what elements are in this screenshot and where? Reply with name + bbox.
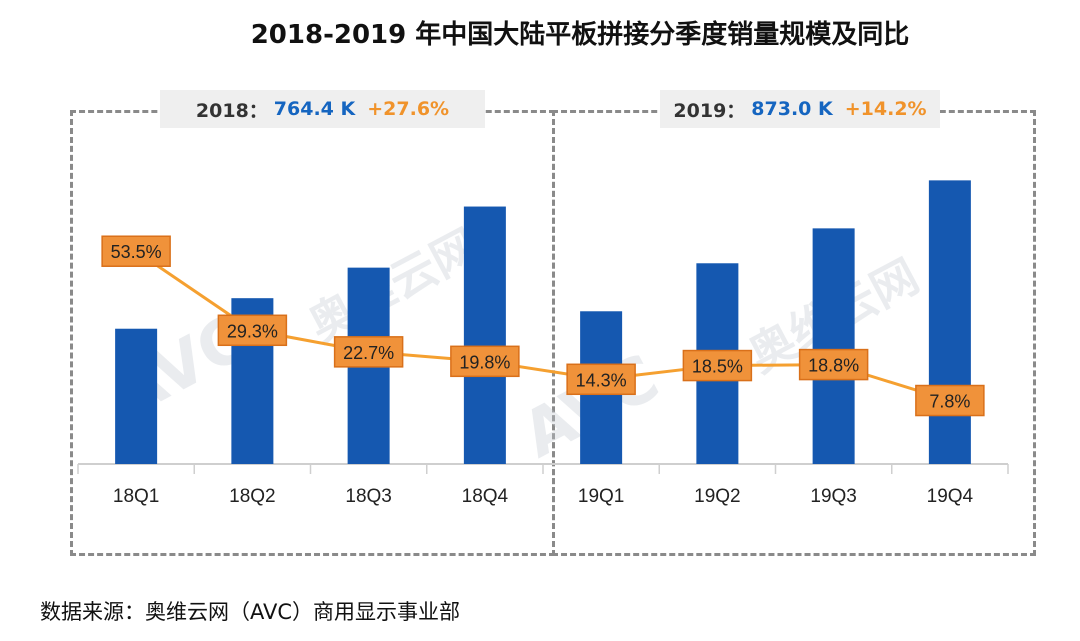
summary-2019-value: 873.0 K — [751, 98, 833, 120]
bar-19q3 — [812, 228, 855, 464]
growth-label: 18.8% — [808, 356, 859, 376]
summary-2018-growth: +27.6% — [367, 98, 450, 120]
growth-label: 18.5% — [692, 357, 743, 377]
growth-label: 14.3% — [576, 370, 627, 390]
growth-label-box — [682, 349, 753, 382]
bar-18q1 — [115, 328, 158, 464]
summary-2018: 2018： 764.4 K +27.6% — [160, 90, 485, 128]
growth-label-box — [915, 384, 985, 417]
summary-2019: 2019： 873.0 K +14.2% — [660, 90, 940, 128]
summary-2018-year: 2018： — [195, 99, 268, 122]
x-tick-label: 19Q4 — [927, 486, 974, 507]
growth-label-box — [101, 235, 171, 267]
growth-label-box — [450, 345, 520, 378]
growth-label-box — [566, 363, 636, 396]
bar-19q4 — [928, 180, 971, 464]
growth-label-box — [217, 314, 288, 347]
growth-label: 7.8% — [929, 392, 970, 412]
x-tick-label: 19Q1 — [578, 486, 624, 507]
growth-label: 53.5% — [111, 242, 162, 262]
growth-label-box — [333, 336, 404, 368]
x-tick-label: 19Q3 — [810, 486, 856, 507]
x-tick-label: 18Q1 — [113, 486, 159, 507]
summary-2019-growth: +14.2% — [844, 98, 927, 120]
bar-18q4 — [463, 206, 506, 464]
x-tick-label: 19Q2 — [694, 486, 740, 507]
x-tick-label: 18Q4 — [462, 486, 509, 507]
growth-label: 29.3% — [227, 321, 278, 341]
x-tick-label: 18Q3 — [345, 486, 391, 507]
summary-2018-value: 764.4 K — [273, 98, 356, 120]
source-note: 数据来源：奥维云网（AVC）商用显示事业部 — [40, 600, 461, 624]
chart-title: 2018-2019 年中国大陆平板拼接分季度销量规模及同比 — [250, 20, 910, 50]
summary-2019-year: 2019： — [673, 99, 746, 122]
x-tick-label: 18Q2 — [229, 486, 275, 507]
growth-label-box — [798, 348, 869, 381]
growth-label: 19.8% — [459, 352, 510, 372]
growth-label: 22.7% — [343, 343, 394, 363]
